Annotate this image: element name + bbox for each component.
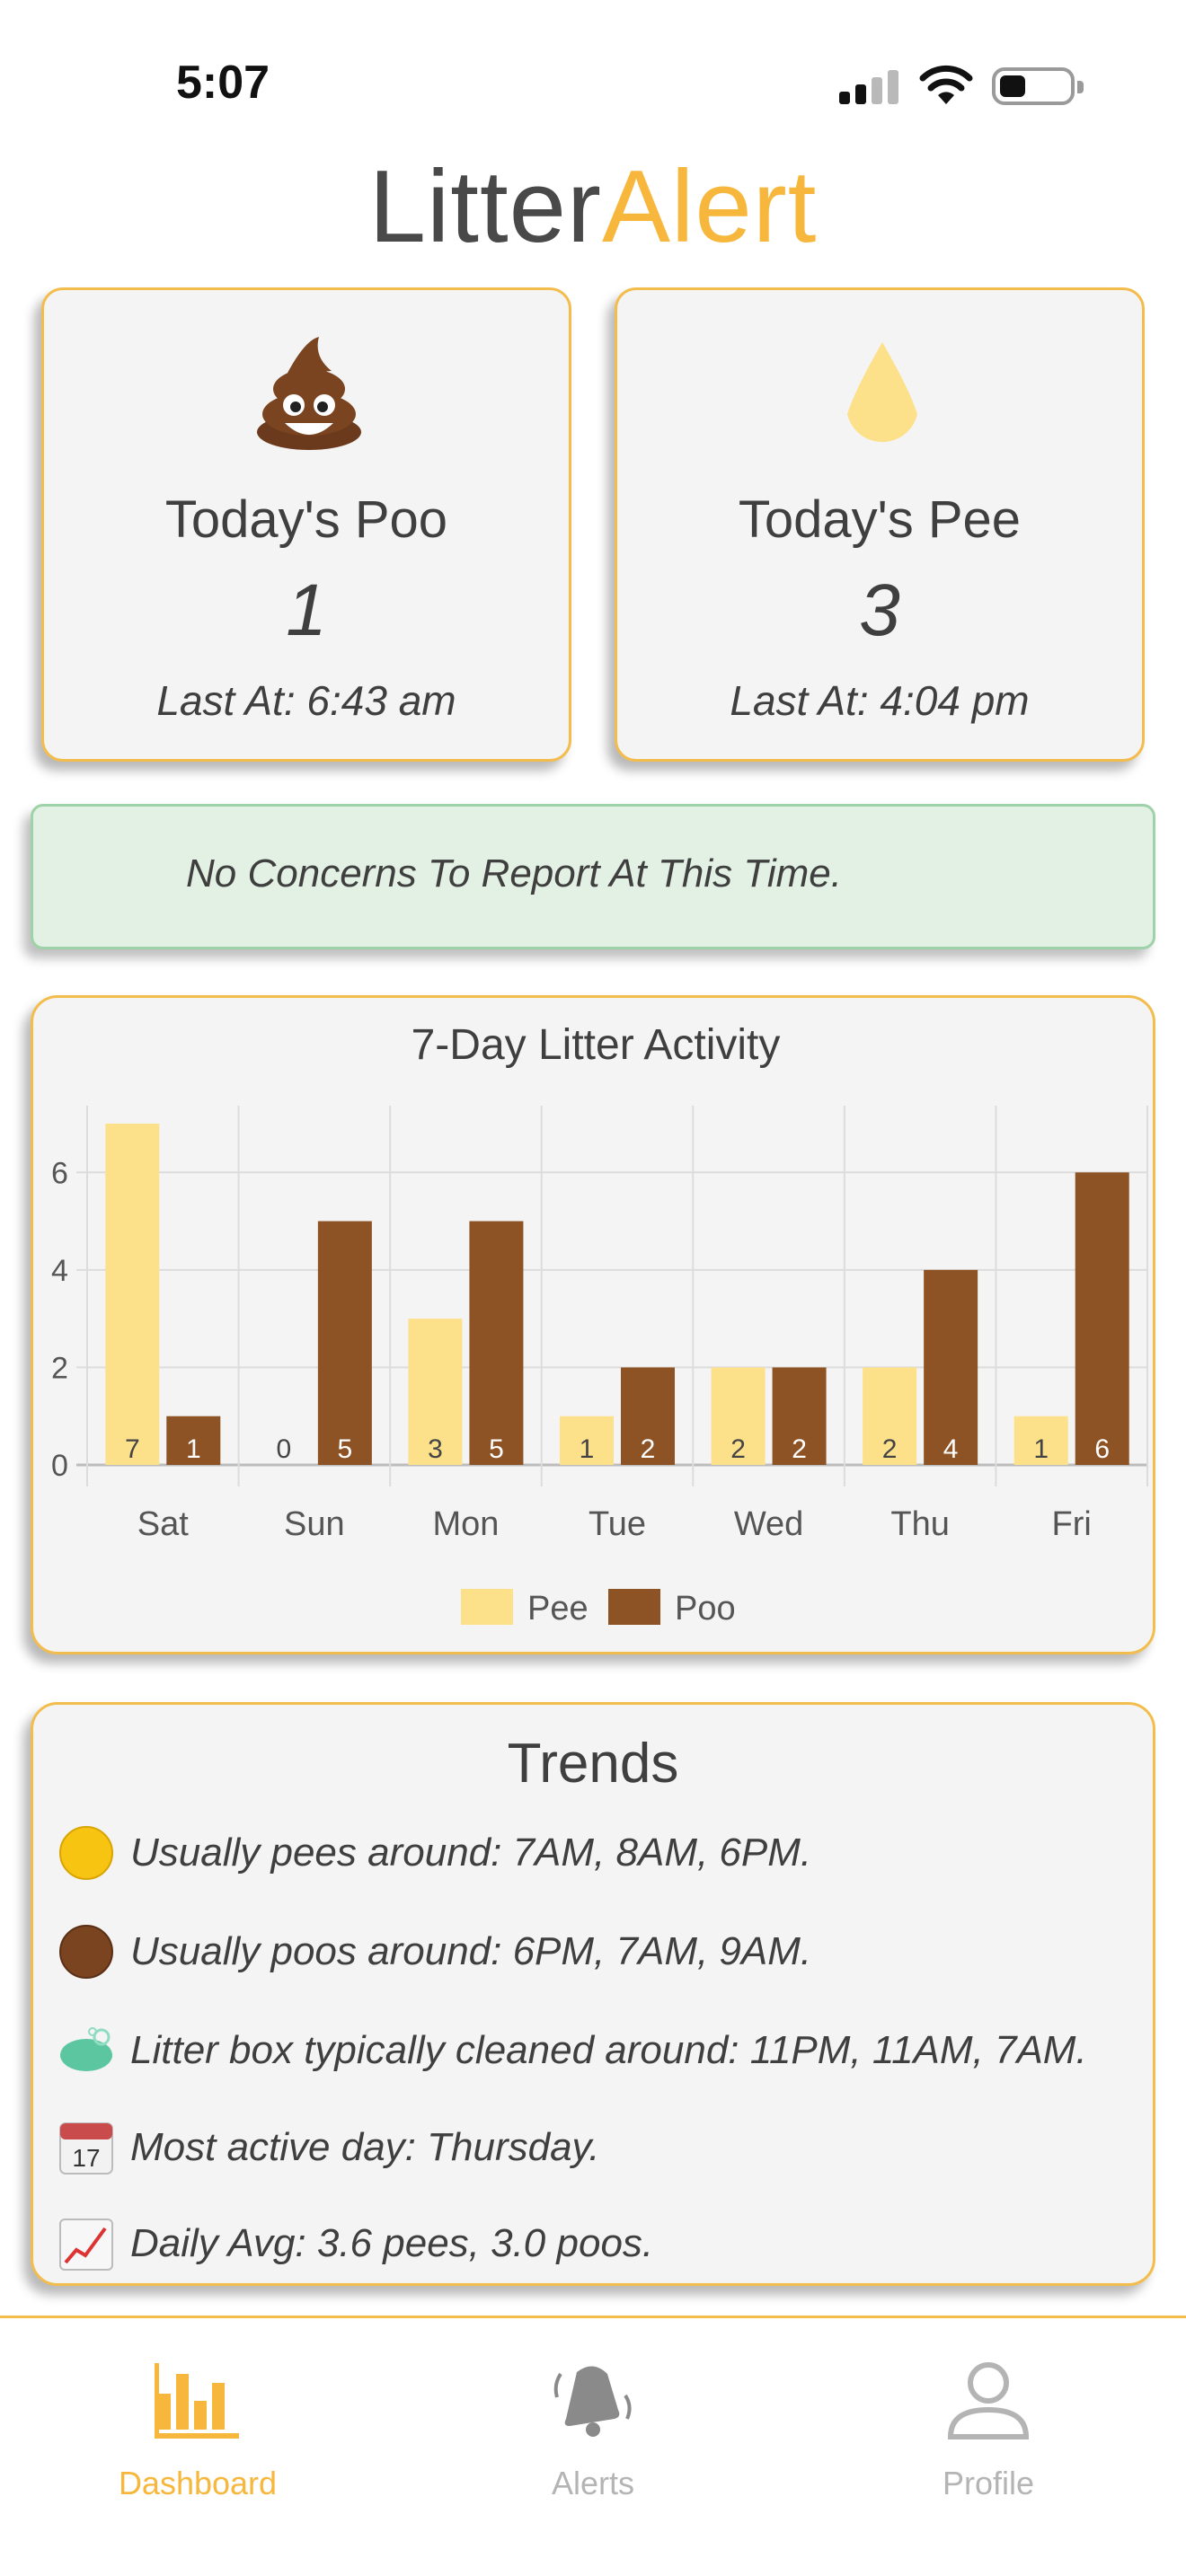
activity-chart-card: 7-Day Litter Activity 0 2 4 6 7 1 Sat 0 5 Sun 3 5 Mon…	[31, 995, 1155, 1654]
bar-pee	[711, 1367, 766, 1465]
todays-pee-card[interactable]: Today's Pee 3 Last At: 4:04 pm	[615, 287, 1145, 762]
bar-value-label: 2	[792, 1434, 807, 1464]
trend-item: Usually pees around: 7AM, 8AM, 6PM.	[57, 1822, 811, 1884]
bar-poo	[469, 1221, 524, 1465]
bar-value-label: 2	[641, 1434, 656, 1464]
bar-value-label: 1	[580, 1434, 595, 1464]
droplet-icon	[847, 342, 917, 443]
bar-poo	[317, 1221, 372, 1465]
x-tick-label: Sat	[137, 1505, 189, 1543]
bar-value-label: 0	[277, 1434, 292, 1464]
bar-value-label: 6	[1094, 1434, 1110, 1464]
tab-profile[interactable]: Profile	[791, 2318, 1186, 2534]
y-tick-label: 0	[51, 1449, 68, 1483]
logo-litter: Litter	[368, 150, 603, 264]
app-logo: LitterAlert	[0, 148, 1186, 266]
trend-item: Litter box typically cleaned around: 11P…	[57, 2019, 1087, 2082]
legend-label-poo: Poo	[675, 1590, 736, 1628]
logo-alert: Alert	[602, 150, 818, 264]
bar-value-label: 5	[338, 1434, 353, 1464]
bell-icon	[553, 2366, 632, 2437]
poo-count: 1	[286, 569, 327, 651]
x-tick-label: Thu	[890, 1505, 949, 1543]
concern-banner: No Concerns To Report At This Time.	[31, 804, 1155, 949]
poo-card-title: Today's Poo	[164, 490, 448, 549]
status-time: 5:07	[176, 57, 270, 109]
x-tick-label: Mon	[432, 1505, 499, 1543]
tab-dashboard[interactable]: Dashboard	[0, 2318, 395, 2534]
tab-alerts[interactable]: Alerts	[395, 2318, 791, 2534]
bar-value-label: 1	[1033, 1434, 1049, 1464]
calendar-icon: 17	[59, 2122, 113, 2175]
status-bar: 5:07	[0, 0, 1186, 153]
bar-pee	[1013, 1416, 1068, 1465]
trend-item: Usually poos around: 6PM, 7AM, 9AM.	[57, 1920, 811, 1983]
bar-chart-icon	[155, 2363, 239, 2439]
tab-alerts-label: Alerts	[551, 2465, 635, 2501]
cellular-signal-icon	[839, 68, 902, 104]
concern-message: No Concerns To Report At This Time.	[186, 851, 842, 895]
yellow-circle-icon	[59, 1826, 113, 1880]
bar-value-label: 3	[428, 1434, 443, 1464]
pee-last-time: Last At: 4:04 pm	[730, 677, 1030, 724]
bar-poo	[772, 1367, 827, 1465]
bar-pee	[408, 1319, 463, 1465]
tab-dashboard-label: Dashboard	[118, 2465, 278, 2501]
y-tick-label: 6	[51, 1156, 68, 1190]
bar-pee	[560, 1416, 614, 1465]
trend-text: Daily Avg: 3.6 pees, 3.0 poos.	[130, 2221, 654, 2265]
legend-label-pee: Pee	[527, 1590, 589, 1628]
bar-value-label: 7	[125, 1434, 140, 1464]
wifi-icon	[919, 65, 973, 104]
person-icon	[947, 2362, 1030, 2439]
trend-text: Usually poos around: 6PM, 7AM, 9AM.	[130, 1929, 812, 1973]
bar-poo	[166, 1416, 221, 1465]
tab-bar: Dashboard Alerts Profile	[0, 2316, 1186, 2576]
poop-emoji-icon	[257, 337, 361, 450]
trends-card: Trends Usually pees around: 7AM, 8AM, 6P…	[31, 1702, 1155, 2286]
trend-item: 17 Most active day: Thursday.	[57, 2116, 600, 2179]
trend-text: Most active day: Thursday.	[130, 2125, 600, 2169]
x-tick-label: Fri	[1052, 1505, 1092, 1543]
chart-increasing-icon	[59, 2219, 113, 2271]
bar-value-label: 5	[489, 1434, 504, 1464]
y-tick-label: 4	[51, 1254, 68, 1288]
bar-pee	[105, 1124, 160, 1465]
bar-value-label: 2	[730, 1434, 746, 1464]
x-tick-label: Wed	[734, 1505, 803, 1543]
chart-title: 7-Day Litter Activity	[412, 1021, 781, 1069]
bar-value-label: 2	[882, 1434, 898, 1464]
x-tick-label: Sun	[284, 1505, 345, 1543]
bar-value-label: 1	[186, 1434, 201, 1464]
battery-icon	[992, 67, 1084, 105]
x-tick-label: Tue	[589, 1505, 646, 1543]
trend-text: Litter box typically cleaned around: 11P…	[130, 2028, 1087, 2072]
soap-icon	[60, 2027, 112, 2071]
brown-circle-icon	[59, 1925, 113, 1979]
y-tick-label: 2	[51, 1351, 68, 1385]
trend-item: Daily Avg: 3.6 pees, 3.0 poos.	[57, 2212, 653, 2275]
poo-last-time: Last At: 6:43 am	[156, 677, 456, 724]
bar-poo	[1075, 1172, 1129, 1465]
activity-bar-chart: 7-Day Litter Activity 0 2 4 6 7 1 Sat 0 5 Sun 3 5 Mon…	[51, 1021, 1148, 1628]
calendar-day-number: 17	[72, 2144, 100, 2172]
bar-poo	[924, 1269, 978, 1465]
trends-title: Trends	[507, 1733, 679, 1795]
bar-value-label: 4	[943, 1434, 959, 1464]
tab-profile-label: Profile	[942, 2465, 1035, 2501]
pee-count: 3	[859, 569, 900, 651]
legend-swatch-poo	[608, 1589, 660, 1625]
pee-card-title: Today's Pee	[738, 490, 1022, 549]
legend-swatch-pee	[461, 1589, 513, 1625]
todays-poo-card[interactable]: Today's Poo 1 Last At: 6:43 am	[41, 287, 571, 762]
trend-text: Usually pees around: 7AM, 8AM, 6PM.	[130, 1831, 812, 1875]
bar-pee	[863, 1367, 917, 1465]
bar-poo	[621, 1367, 675, 1465]
